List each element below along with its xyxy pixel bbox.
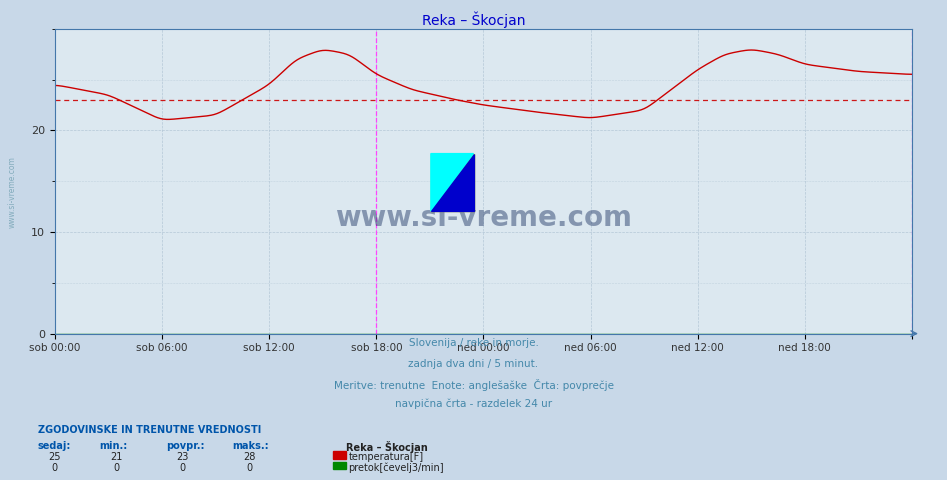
Text: povpr.:: povpr.: xyxy=(166,441,205,451)
Text: 0: 0 xyxy=(246,463,252,473)
Text: Reka – Škocjan: Reka – Škocjan xyxy=(346,441,427,453)
Text: 0: 0 xyxy=(114,463,119,473)
Text: 0: 0 xyxy=(52,463,58,473)
Text: 21: 21 xyxy=(110,452,123,462)
Text: ZGODOVINSKE IN TRENUTNE VREDNOSTI: ZGODOVINSKE IN TRENUTNE VREDNOSTI xyxy=(38,425,261,435)
Text: Slovenija / reke in morje.: Slovenija / reke in morje. xyxy=(408,338,539,348)
Text: navpična črta - razdelek 24 ur: navpična črta - razdelek 24 ur xyxy=(395,399,552,409)
Text: www.si-vreme.com: www.si-vreme.com xyxy=(8,156,17,228)
Text: min.:: min.: xyxy=(99,441,128,451)
Text: 23: 23 xyxy=(176,452,189,462)
Text: zadnja dva dni / 5 minut.: zadnja dva dni / 5 minut. xyxy=(408,359,539,369)
Text: pretok[čevelj3/min]: pretok[čevelj3/min] xyxy=(348,463,444,473)
Text: temperatura[F]: temperatura[F] xyxy=(348,452,423,462)
Text: Meritve: trenutne  Enote: anglešaške  Črta: povprečje: Meritve: trenutne Enote: anglešaške Črta… xyxy=(333,379,614,391)
Text: maks.:: maks.: xyxy=(232,441,269,451)
Text: 28: 28 xyxy=(242,452,256,462)
Text: Reka – Škocjan: Reka – Škocjan xyxy=(421,12,526,28)
Text: sedaj:: sedaj: xyxy=(38,441,71,451)
Text: 0: 0 xyxy=(180,463,186,473)
Text: 25: 25 xyxy=(48,452,62,462)
Text: www.si-vreme.com: www.si-vreme.com xyxy=(335,204,632,232)
